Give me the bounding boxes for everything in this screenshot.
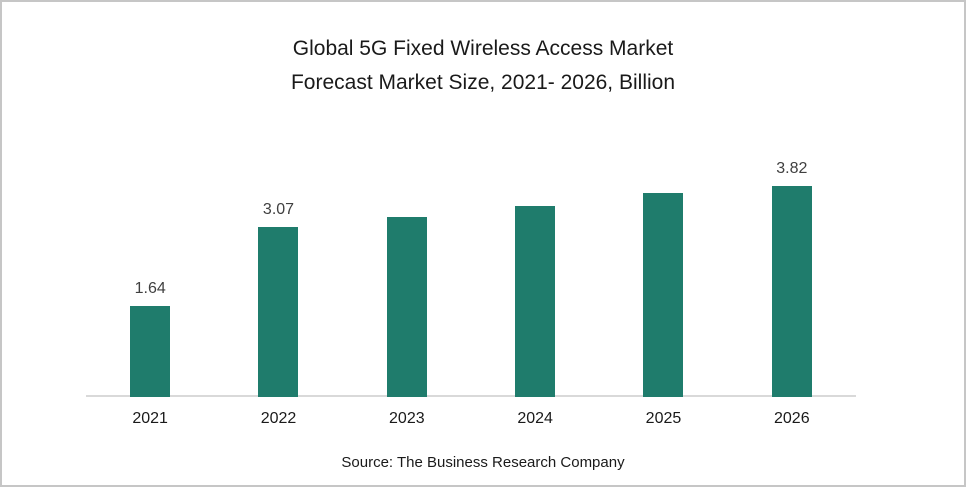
- source-note: Source: The Business Research Company: [341, 454, 625, 471]
- x-tick-label: 2021: [132, 410, 168, 427]
- bar-column: 3.82: [728, 159, 856, 397]
- data-label: 3.82: [776, 160, 808, 177]
- bar-2023: [386, 217, 427, 397]
- bar-2021: [130, 306, 171, 397]
- x-tick-label: 2023: [389, 410, 425, 427]
- plot-area: 1.64 3.07 3.82: [86, 2, 856, 397]
- bar-column: [471, 206, 599, 397]
- chart-title: Global 5G Fixed Wireless Access Market F…: [2, 32, 964, 100]
- bar-2024: [515, 206, 556, 397]
- bars-area: 1.64 3.07 3.82: [86, 159, 856, 397]
- x-tick-label: 2022: [260, 410, 297, 427]
- bar-2022: [258, 227, 299, 397]
- bar-column: 1.64: [86, 279, 214, 397]
- bar-column: [343, 217, 471, 397]
- bar-column: [599, 193, 727, 397]
- x-axis-line: [86, 395, 856, 397]
- bar-2026: [771, 186, 812, 397]
- chart-title-line2: Forecast Market Size, 2021- 2026, Billio…: [290, 71, 676, 94]
- x-tick-label: 2025: [645, 410, 682, 427]
- data-label: 1.64: [134, 280, 166, 297]
- x-axis-labels: 2021 2022 2023 2024 2025 2026: [86, 410, 856, 428]
- x-tick-label: 2026: [774, 410, 810, 427]
- x-tick-label: 2024: [517, 410, 553, 427]
- bar-2025: [643, 193, 684, 397]
- data-label: 3.07: [262, 201, 295, 218]
- chart-title-line1: Global 5G Fixed Wireless Access Market: [292, 37, 674, 60]
- bar-column: 3.07: [214, 200, 342, 397]
